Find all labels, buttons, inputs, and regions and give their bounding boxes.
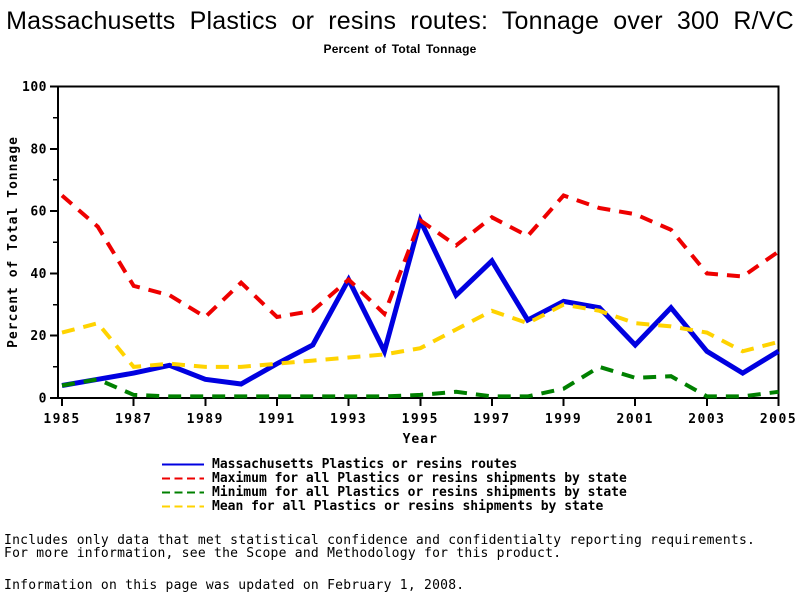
legend-swatch-icon (162, 491, 204, 494)
legend-item-label: Minimum for all Plastics or resins shipm… (212, 484, 627, 500)
chart-legend: Massachusetts Plastics or resins routes M… (162, 457, 627, 514)
plot-area: 0 20 40 60 80 100 1985 1987 1989 1991 1993 1995 1997… (6, 80, 797, 447)
x-tick-label: 1999 (545, 412, 582, 427)
legend-item-3: Mean for all Plastics or resins shipment… (162, 499, 627, 515)
y-tick-label: 100 (22, 80, 47, 95)
y-tick-label: 60 (30, 205, 47, 220)
legend-swatch-icon (162, 477, 204, 480)
legend-item-label: Mean for all Plastics or resins shipment… (212, 499, 604, 515)
y-axis-label: Percent of Total Tonnage (6, 136, 21, 348)
y-tick-label: 20 (30, 329, 47, 344)
footnote-line-1: Includes only data that met statistical … (4, 533, 756, 548)
legend-item-0: Massachusetts Plastics or resins routes (162, 456, 627, 472)
legend-item-1: Maximum for all Plastics or resins shipm… (162, 470, 627, 486)
x-tick-label: 1989 (187, 412, 224, 427)
y-tick-label: 80 (30, 142, 47, 157)
legend-swatch-icon (162, 505, 204, 508)
legend-item-label: Massachusetts Plastics or resins routes (212, 456, 518, 472)
x-tick-label: 1985 (43, 412, 80, 427)
legend-item-label: Maximum for all Plastics or resins shipm… (212, 470, 627, 486)
footnote-updated: Information on this page was updated on … (4, 578, 465, 593)
y-tick-label: 40 (30, 267, 47, 282)
series-line-0 (61, 213, 780, 388)
chart-title: Massachusetts Plastics or resins routes:… (6, 7, 794, 35)
y-tick-label: 0 (39, 392, 47, 407)
series-line-2 (61, 364, 779, 399)
x-tick-label: 1993 (330, 412, 367, 427)
x-tick-label: 1991 (258, 412, 295, 427)
x-tick-label: 1987 (115, 412, 152, 427)
footnote-line-2: For more information, see the Scope and … (4, 546, 562, 561)
series-line-1 (60, 193, 780, 320)
x-tick-label: 2003 (688, 412, 725, 427)
legend-swatch-icon (162, 463, 204, 466)
x-axis-label: Year (403, 432, 438, 447)
plot-frame (57, 85, 780, 399)
x-tick-label: 1997 (473, 412, 510, 427)
series-line-3 (61, 302, 780, 369)
chart-subtitle: Percent of Total Tonnage (323, 42, 477, 56)
x-tick-label: 2001 (617, 412, 654, 427)
x-tick-label: 2005 (760, 412, 797, 427)
x-tick-label: 1995 (402, 412, 439, 427)
legend-item-2: Minimum for all Plastics or resins shipm… (162, 484, 627, 500)
